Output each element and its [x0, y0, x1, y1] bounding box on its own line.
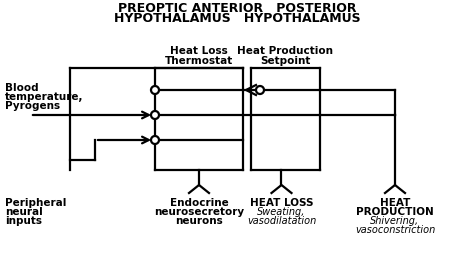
Text: Pyrogens: Pyrogens [5, 101, 60, 111]
Text: Sweating,: Sweating, [257, 207, 306, 217]
Text: HEAT LOSS: HEAT LOSS [250, 198, 313, 208]
Text: Thermostat: Thermostat [165, 56, 233, 66]
Text: Setpoint: Setpoint [260, 56, 310, 66]
Text: temperature,: temperature, [5, 92, 83, 102]
Text: HYPOTHALAMUS   HYPOTHALAMUS: HYPOTHALAMUS HYPOTHALAMUS [114, 12, 360, 25]
Text: neurons: neurons [175, 216, 223, 226]
Circle shape [151, 136, 159, 144]
Text: Heat Loss: Heat Loss [170, 46, 228, 56]
Text: Peripheral: Peripheral [5, 198, 66, 208]
Circle shape [151, 111, 159, 119]
Text: neurosecretory: neurosecretory [154, 207, 244, 217]
Text: neural: neural [5, 207, 43, 217]
Text: Heat Production: Heat Production [237, 46, 334, 56]
Text: PREOPTIC ANTERIOR   POSTERIOR: PREOPTIC ANTERIOR POSTERIOR [118, 2, 356, 15]
Circle shape [256, 86, 264, 94]
Text: vasodilatation: vasodilatation [247, 216, 316, 226]
Text: PRODUCTION: PRODUCTION [356, 207, 434, 217]
Text: Endocrine: Endocrine [170, 198, 228, 208]
Text: Shivering,: Shivering, [371, 216, 419, 226]
Circle shape [151, 86, 159, 94]
Text: inputs: inputs [5, 216, 42, 226]
Text: vasoconstriction: vasoconstriction [355, 225, 435, 235]
Text: Blood: Blood [5, 83, 38, 93]
Text: HEAT: HEAT [380, 198, 410, 208]
